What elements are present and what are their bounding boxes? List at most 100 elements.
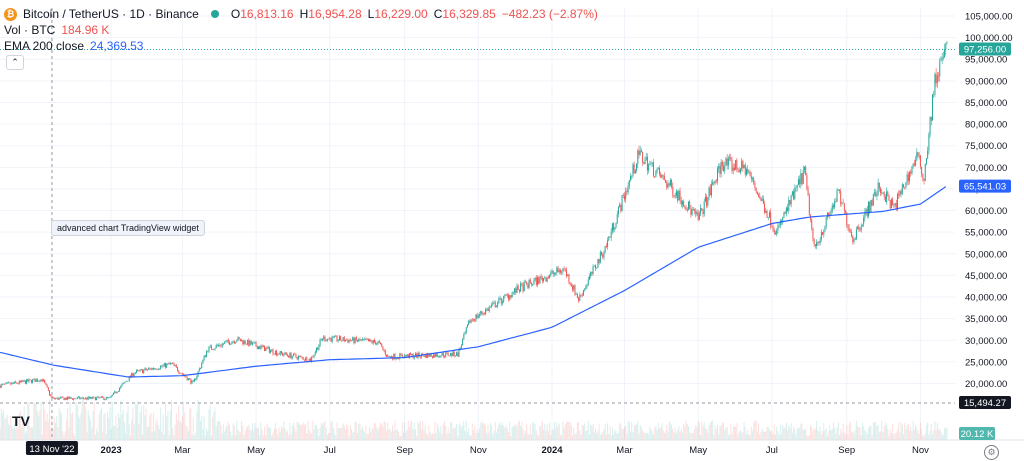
volume-bar <box>175 413 177 440</box>
candle-body <box>597 259 599 268</box>
volume-bar <box>901 424 903 440</box>
candle-body <box>549 275 551 279</box>
volume-legend-label[interactable]: Vol · BTC <box>4 23 56 37</box>
candle-body <box>541 277 543 282</box>
candle-body <box>120 385 122 389</box>
candle-body <box>568 274 570 283</box>
volume-bar <box>803 429 805 440</box>
volume-bar <box>808 435 810 440</box>
candle-body <box>854 238 856 240</box>
candle-body <box>758 194 760 197</box>
candle-body <box>344 339 346 342</box>
volume-bar <box>599 434 601 440</box>
candle-body <box>308 358 310 362</box>
price-axis[interactable]: 20,000.0025,000.0030,000.0035,000.0040,0… <box>965 12 1013 391</box>
volume-bar <box>607 423 609 440</box>
candle-body <box>793 191 795 200</box>
volume-bar <box>673 432 675 440</box>
volume-bar <box>621 429 623 440</box>
candle-body <box>249 340 251 346</box>
candle-body <box>139 369 141 371</box>
volume-bar <box>636 424 638 440</box>
candle-body <box>255 342 257 347</box>
volume-bar <box>701 420 703 440</box>
volume-bar <box>533 423 535 440</box>
volume-bar <box>75 402 77 440</box>
volume-bar <box>730 423 732 440</box>
volume-bar <box>567 421 569 440</box>
ema-legend-label[interactable]: EMA 200 close <box>4 39 85 53</box>
candle-body <box>322 339 324 340</box>
candle-body <box>609 236 611 238</box>
volume-bar <box>127 405 129 440</box>
candle-body <box>444 356 446 358</box>
volume-bar <box>376 427 378 440</box>
volume-bar <box>562 421 564 440</box>
candle-body <box>162 365 164 367</box>
volume-bar <box>932 434 934 440</box>
candle-body <box>708 187 710 198</box>
candle-body <box>371 340 373 344</box>
candle-body <box>126 380 128 382</box>
volume-bar <box>770 430 772 440</box>
volume-bar <box>915 424 917 440</box>
candle-body <box>149 368 151 369</box>
candle-body <box>318 345 320 350</box>
volume-bar <box>367 433 369 440</box>
candle-body <box>261 345 263 347</box>
volume-bar <box>597 430 599 440</box>
candle-body <box>280 351 282 354</box>
candle-body <box>721 161 723 167</box>
volume-bar <box>11 426 13 440</box>
candle-body <box>235 342 237 344</box>
volume-bar <box>331 420 333 440</box>
volume-bar <box>393 430 395 440</box>
candle-body <box>863 217 865 225</box>
candle-body <box>387 355 389 357</box>
candle-body <box>875 192 877 197</box>
volume-bar <box>76 404 78 440</box>
volume-bar <box>787 430 789 440</box>
volume-bar <box>399 435 401 440</box>
candle-body <box>146 369 148 371</box>
volume-bar <box>708 425 710 440</box>
candle-body <box>437 356 439 358</box>
volume-bar <box>942 435 944 440</box>
candle-body <box>91 397 93 399</box>
volume-bar <box>110 429 112 440</box>
high-label: H <box>299 7 309 21</box>
volume-bar <box>646 433 648 440</box>
tradingview-logo[interactable]: TV <box>12 413 30 429</box>
volume-bar <box>863 426 865 440</box>
volume-bar <box>9 425 11 440</box>
settings-gear-icon[interactable]: ⚙ <box>984 445 999 460</box>
volume-bar <box>893 434 895 440</box>
time-axis[interactable]: 2023 Mar May Jul Sep Nov 2024 Mar May Jul Sep Nov <box>0 439 1024 456</box>
collapse-legend-button[interactable]: ⌃ <box>6 55 24 70</box>
candle-body <box>456 352 458 356</box>
candle-body <box>243 340 245 345</box>
volume-bar <box>611 427 613 440</box>
volume-bar <box>236 420 238 440</box>
candle-body <box>590 271 592 277</box>
volume-bar <box>242 425 244 440</box>
candle-body <box>944 49 946 57</box>
volume-bar <box>302 422 304 440</box>
candle-body <box>934 74 936 95</box>
candle-body <box>410 353 412 356</box>
symbol-title[interactable]: Bitcoin / TetherUS · 1D · Binance <box>23 7 199 21</box>
bitcoin-icon: ₿ <box>4 7 17 21</box>
volume-bar <box>521 421 523 440</box>
candle-body <box>526 282 528 284</box>
candle-body <box>270 350 272 353</box>
candle-body <box>331 336 333 342</box>
volume-bar <box>671 424 673 440</box>
volume-bar <box>836 427 838 440</box>
volume-bar <box>585 430 587 440</box>
volume-bar <box>288 435 290 440</box>
volume-bar <box>401 421 403 440</box>
volume-bar <box>732 427 734 440</box>
candle-body <box>423 355 425 357</box>
candle-body <box>667 183 669 188</box>
